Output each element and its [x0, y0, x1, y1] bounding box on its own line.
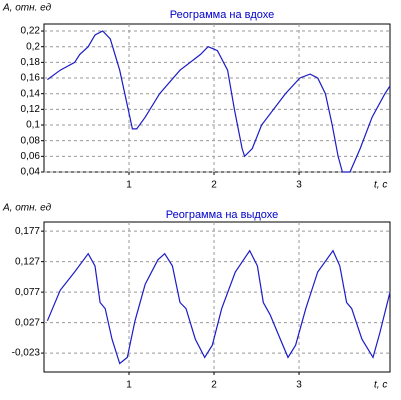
- y-axis-label: A, отн. ед: [2, 3, 52, 14]
- line-series: [47, 30, 391, 173]
- y-tick-label: 0,127: [15, 256, 40, 267]
- y-tick-label: 0,06: [21, 151, 41, 162]
- y-tick-label: 0,14: [21, 88, 41, 99]
- y-tick-label: 0,2: [26, 41, 40, 52]
- x-tick-label: 1: [126, 380, 132, 391]
- chart-title: Реограмма на выдохе: [166, 209, 279, 221]
- plot-area: [43, 23, 391, 173]
- y-tick-label: 0,18: [21, 57, 41, 68]
- y-tick-label: 0,1: [26, 120, 40, 131]
- y-tick-label: 0,16: [21, 73, 41, 84]
- y-tick-label: 0,077: [15, 287, 40, 298]
- plot-area: [43, 221, 391, 373]
- y-tick-label: 0,177: [15, 226, 40, 237]
- x-tick-label: 2: [211, 380, 217, 391]
- y-axis-label: A, отн. ед: [2, 203, 52, 214]
- y-tick-label: 0,027: [15, 317, 40, 328]
- y-tick-label: -0,023: [12, 348, 41, 359]
- chart-title: Реограмма на вдохе: [170, 9, 275, 21]
- y-tick-label: 0,08: [21, 135, 41, 146]
- y-tick-label: 0,22: [21, 26, 41, 37]
- line-series: [46, 249, 391, 365]
- y-tick-label: 0,12: [21, 104, 41, 115]
- x-axis-label: t, c: [374, 380, 387, 391]
- x-tick-label: 3: [296, 180, 302, 191]
- y-tick-label: 0,04: [21, 167, 41, 178]
- x-tick-label: 2: [211, 180, 217, 191]
- x-tick-label: 3: [296, 380, 302, 391]
- x-tick-label: 1: [126, 180, 132, 191]
- x-axis-label: t, c: [374, 180, 387, 191]
